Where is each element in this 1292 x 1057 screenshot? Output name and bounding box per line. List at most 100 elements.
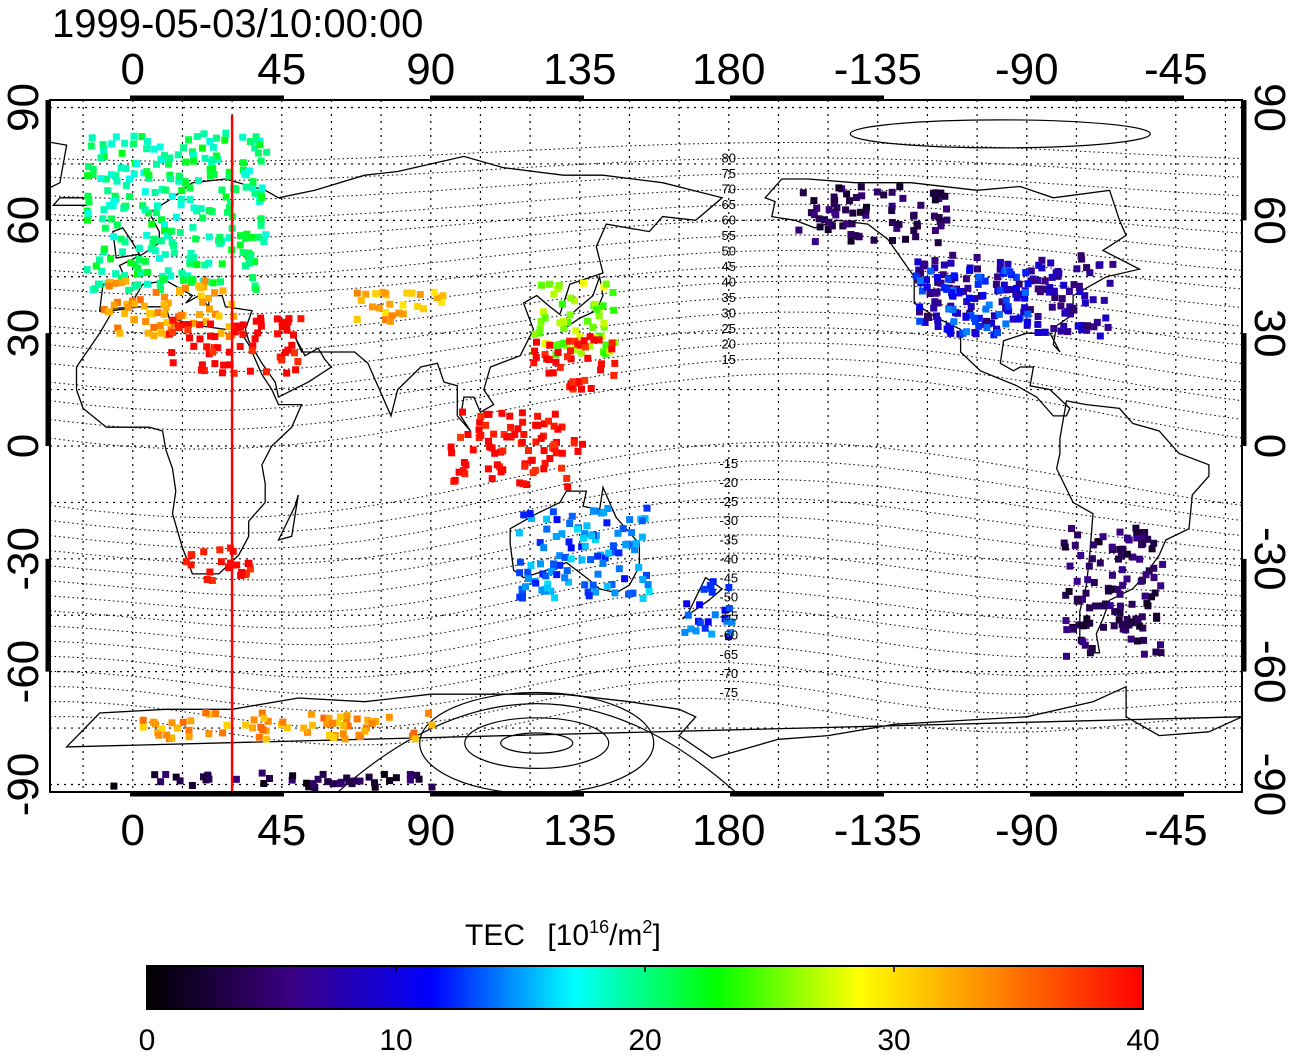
tec-cell [610, 371, 618, 379]
tec-cell [188, 551, 196, 559]
tec-cell [1055, 270, 1063, 277]
tec-cell [177, 201, 185, 209]
tec-cell [141, 257, 149, 265]
tec-cell [485, 410, 493, 418]
tec-cell [333, 719, 341, 727]
tec-cell [916, 317, 924, 325]
contour-label: -25 [719, 494, 738, 509]
tec-cell [963, 328, 971, 336]
tec-cell [595, 336, 603, 344]
tec-cell [516, 558, 524, 566]
tec-cell [721, 606, 729, 614]
tec-cell [266, 775, 273, 782]
tec-cell [581, 343, 589, 351]
tec-cell [589, 323, 597, 331]
tec-cell [941, 192, 949, 200]
tec-cell [931, 264, 939, 272]
tec-cell [196, 311, 203, 318]
tec-cell [1078, 326, 1086, 334]
tec-cell [242, 721, 250, 729]
tec-cell [239, 249, 247, 257]
tec-cell [216, 546, 224, 554]
tec-cell [309, 780, 317, 788]
tec-cell [696, 601, 704, 609]
tec-cell [341, 735, 349, 743]
tec-cell [406, 776, 414, 784]
tec-cell [198, 361, 206, 369]
tec-cell [934, 273, 941, 281]
tec-cell [156, 322, 164, 330]
tec-cell [973, 254, 981, 261]
tec-cell [180, 144, 188, 152]
tec-cell [563, 353, 571, 361]
tec-cell [230, 369, 238, 377]
tec-cell [645, 588, 653, 596]
tec-cell [1006, 268, 1014, 276]
tec-cell [258, 194, 266, 202]
tec-cell [1153, 612, 1161, 620]
tec-cell [112, 172, 120, 180]
tec-cell [974, 265, 981, 273]
tec-cell [1034, 320, 1042, 328]
tec-cell [981, 277, 989, 285]
tec-cell [1065, 588, 1073, 595]
coastline [277, 494, 299, 542]
tec-cell [683, 600, 691, 608]
tec-cell [537, 560, 544, 568]
tec-cell [178, 269, 186, 277]
tec-cell [217, 278, 224, 286]
tec-cell [1157, 649, 1165, 657]
tec-cell [1089, 541, 1097, 549]
tec-cell [982, 305, 990, 313]
tec-cell [899, 194, 907, 202]
contour-label: -55 [719, 609, 738, 624]
right-lat-tick-label: -90 [1245, 753, 1292, 817]
tec-cell [147, 245, 155, 253]
tec-cell [190, 254, 197, 262]
tec-cell [208, 577, 216, 584]
colorbar-tick-label: 0 [139, 1024, 156, 1057]
tec-cell [178, 187, 186, 195]
tec-cell [153, 202, 161, 210]
tec-cell [1076, 288, 1084, 296]
tec-cell [353, 289, 361, 297]
tec-cell [1047, 259, 1055, 267]
tec-cell [329, 780, 337, 788]
bottom-lon-tick-label: 0 [121, 806, 145, 855]
tec-cell [519, 418, 527, 426]
tec-cell [221, 136, 229, 144]
tec-cell [196, 321, 204, 329]
tec-cell [186, 196, 194, 204]
tec-cell [245, 167, 253, 175]
tec-cell [116, 329, 124, 337]
tec-cell [983, 317, 990, 325]
tec-cell [110, 198, 118, 205]
tec-cell [1063, 652, 1070, 660]
tec-cell [343, 715, 351, 723]
tec-cell [586, 342, 594, 350]
tec-cell [825, 206, 833, 214]
tec-cell [168, 734, 176, 742]
tec-cell [498, 409, 506, 417]
tec-cell [122, 182, 130, 189]
tec-cell [975, 322, 983, 330]
contour-label: -40 [719, 551, 738, 566]
tec-cell [532, 579, 540, 587]
tec-cell [831, 196, 839, 204]
tec-cell [108, 140, 116, 148]
tec-cell [166, 154, 174, 162]
tec-cell [532, 421, 540, 429]
north-pole-contour [849, 119, 1151, 149]
tec-cell [386, 300, 394, 308]
tec-cell [1105, 587, 1112, 595]
tec-cell [361, 727, 369, 735]
tec-cell [195, 177, 202, 185]
tec-cell [1081, 292, 1089, 300]
tec-cell [83, 265, 91, 273]
tec-cell [141, 188, 149, 196]
mag-lat-contour [50, 234, 1242, 277]
tec-cell [1118, 620, 1126, 628]
tec-cell [88, 134, 96, 142]
tec-cell [177, 311, 185, 319]
tec-cell [1133, 534, 1141, 542]
